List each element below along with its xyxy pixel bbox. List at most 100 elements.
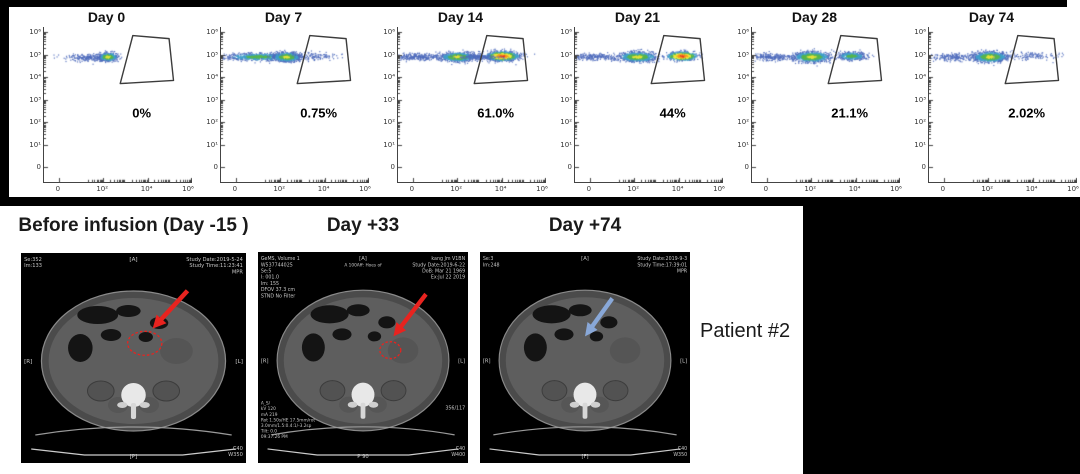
flow-plot-area: 10⁶ 10⁵ 10⁴ 10³ 10² 10¹ 0 0% 0 10² 10⁴ 10⁶ xyxy=(24,27,194,195)
flow-plot-day-0: Day 0 10⁶ 10⁵ 10⁴ 10³ 10² 10¹ 0 0% 0 10² 10⁴ 10⁶ xyxy=(18,7,195,197)
ct-orientation-left: [L] xyxy=(458,358,465,364)
x-tick-label: 0 xyxy=(409,185,415,193)
y-tick-label: 10⁴ xyxy=(29,73,41,82)
y-tick-label: 10³ xyxy=(206,95,218,104)
ct-orientation-right: [R] xyxy=(483,358,491,364)
ct-orientation-posterior: P 90 xyxy=(357,454,369,460)
x-tick-label: 0 xyxy=(763,185,769,193)
flow-plot-title: Day 7 xyxy=(264,9,303,25)
y-tick-label: 0 xyxy=(390,163,395,172)
y-tick-label: 10² xyxy=(914,118,926,127)
y-tick-label: 10⁴ xyxy=(560,73,572,82)
ct-series-info: Im:133 xyxy=(24,263,42,269)
flow-plot-title: Day 0 xyxy=(87,9,126,25)
ct-series-info: DFOV 37.3 cm xyxy=(261,287,295,293)
flow-plot-area: 10⁶ 10⁵ 10⁴ 10³ 10² 10¹ 0 61.0% 0 10² 10⁴ 10⁶ xyxy=(378,27,548,195)
flow-dot-canvas xyxy=(398,27,546,182)
x-tick-label: 10⁴ xyxy=(317,185,330,193)
y-tick-label: 10⁶ xyxy=(737,28,749,37)
ct-study-info: Study Time:17:39:01 xyxy=(637,262,687,268)
y-tick-label: 10¹ xyxy=(914,140,926,149)
ct-scan-day-plus-33: GeMS, Volume 1 W537744025 Se:5 I: 001.0 Im: … xyxy=(258,252,468,463)
y-tick-label: 10¹ xyxy=(206,140,218,149)
ct-window-level: W350 xyxy=(228,452,243,458)
ct-technique-info: 09:37:26 PM xyxy=(261,434,288,440)
flow-plot-title: Day 14 xyxy=(437,9,484,25)
y-tick-label: 10⁴ xyxy=(914,73,926,82)
y-tick-label: 10³ xyxy=(560,95,572,104)
flow-plot-box: 44% xyxy=(574,27,723,183)
x-tick-label: 10⁴ xyxy=(671,185,684,193)
ct-window-level: W350 xyxy=(673,452,687,458)
ct-window-level: C40 xyxy=(233,446,243,452)
y-tick-label: 10¹ xyxy=(737,140,749,149)
blue-arrow-icon xyxy=(585,297,615,337)
x-tick-label: 10⁴ xyxy=(848,185,861,193)
ct-technique-info: kV 120 xyxy=(261,406,276,412)
x-tick-label: 0 xyxy=(55,185,61,193)
flow-dot-canvas xyxy=(575,27,723,182)
lesion-outline-dashed-ellipse xyxy=(379,341,402,360)
y-tick-label: 10⁵ xyxy=(560,50,572,59)
x-tick-label: 10⁶ xyxy=(182,185,194,193)
y-tick-label: 10⁵ xyxy=(914,50,926,59)
ct-window-level: C40 xyxy=(678,446,687,452)
y-tick-label: 10⁵ xyxy=(737,50,749,59)
ct-orientation-right: [R] xyxy=(261,358,269,364)
ct-study-info: Study Date:2019-5-24 xyxy=(186,257,243,263)
x-tick-label: 10² xyxy=(450,185,463,193)
gate-percentage-label: 61.0% xyxy=(477,105,515,121)
x-tick-label: 10⁶ xyxy=(536,185,548,193)
y-tick-label: 10¹ xyxy=(383,140,395,149)
x-tick-label: 10⁶ xyxy=(713,185,725,193)
x-tick-label: 10⁶ xyxy=(890,185,902,193)
flow-plot-area: 10⁶ 10⁵ 10⁴ 10³ 10² 10¹ 0 0.75% 0 10² 10⁴ 10⁶ xyxy=(201,27,371,195)
y-tick-label: 0 xyxy=(36,163,41,172)
x-tick-label: 10⁴ xyxy=(494,185,507,193)
red-arrow-icon xyxy=(152,289,190,329)
x-tick-label: 0 xyxy=(586,185,592,193)
y-tick-label: 0 xyxy=(744,163,749,172)
x-tick-label: 10² xyxy=(627,185,640,193)
ct-orientation-posterior: [F] xyxy=(581,454,588,460)
y-tick-label: 10⁶ xyxy=(560,28,572,37)
y-tick-label: 10⁵ xyxy=(29,50,41,59)
x-tick-label: 10⁴ xyxy=(140,185,153,193)
sorting-gate-overlay xyxy=(296,34,352,85)
y-tick-label: 10⁴ xyxy=(206,73,218,82)
y-tick-label: 10³ xyxy=(383,95,395,104)
y-tick-label: 10² xyxy=(29,118,41,127)
ct-study-info: DoB: Mar 21 1969 xyxy=(422,268,465,274)
ct-series-info: Im: 155 xyxy=(261,281,279,287)
ct-study-info: Study Time:11:23:41 xyxy=(189,263,242,269)
flow-plot-area: 10⁶ 10⁵ 10⁴ 10³ 10² 10¹ 0 21.1% 0 10² 10⁴ 10⁶ xyxy=(732,27,902,195)
ct-overlay-text: A 100Aff: Hoes of xyxy=(344,262,382,268)
ct-series-info: GeMS, Volume 1 xyxy=(261,256,300,262)
flow-plot-title: Day 21 xyxy=(614,9,661,25)
flow-plot-area: 10⁶ 10⁵ 10⁴ 10³ 10² 10¹ 0 2.02% 0 10² 10⁴ 10⁶ xyxy=(909,27,1079,195)
gate-percentage-label: 2.02% xyxy=(1008,105,1046,121)
flow-plot-day-28: Day 28 10⁶ 10⁵ 10⁴ 10³ 10² 10¹ 0 21.1% 0 10² 10⁴ 10⁶ xyxy=(726,7,903,197)
sorting-gate-overlay xyxy=(650,34,706,85)
y-tick-label: 0 xyxy=(567,163,572,172)
ct-technique-info: Rot 1.50s/HE 17.5mm/rot xyxy=(261,417,315,423)
ct-orientation-anterior: [A] xyxy=(581,256,589,262)
flow-cytometry-panel: Day 0 10⁶ 10⁵ 10⁴ 10³ 10² 10¹ 0 0% 0 10² 10⁴ 10⁶ Day … xyxy=(18,7,1080,197)
ct-study-info: MPR xyxy=(677,268,688,274)
y-tick-label: 10⁴ xyxy=(383,73,395,82)
y-tick-label: 0 xyxy=(213,163,218,172)
y-tick-label: 10³ xyxy=(914,95,926,104)
ct-orientation-left: [L] xyxy=(235,359,243,365)
flow-plot-box: 0.75% xyxy=(220,27,369,183)
ct-technique-info: 3.0mm/1.5:0.4:1/-3.2sp xyxy=(261,423,312,429)
flow-plot-box: 61.0% xyxy=(397,27,546,183)
ct-scan-before-infusion: Se:352 Im:133 Study Date:2019-5-24 Study Ti… xyxy=(21,253,246,463)
ct-technique-info: mA 219 xyxy=(261,412,278,418)
flow-plot-box: 2.02% xyxy=(928,27,1077,183)
y-tick-label: 0 xyxy=(921,163,926,172)
x-tick-label: 10⁴ xyxy=(1025,185,1038,193)
y-tick-label: 10¹ xyxy=(560,140,572,149)
